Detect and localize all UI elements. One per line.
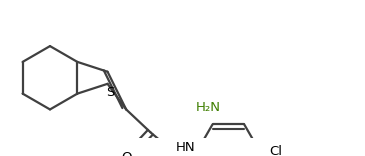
Text: H₂N: H₂N xyxy=(195,101,220,114)
Text: HN: HN xyxy=(176,141,195,154)
Text: Cl: Cl xyxy=(269,145,283,156)
Text: S: S xyxy=(107,86,115,99)
Text: O: O xyxy=(121,151,131,156)
